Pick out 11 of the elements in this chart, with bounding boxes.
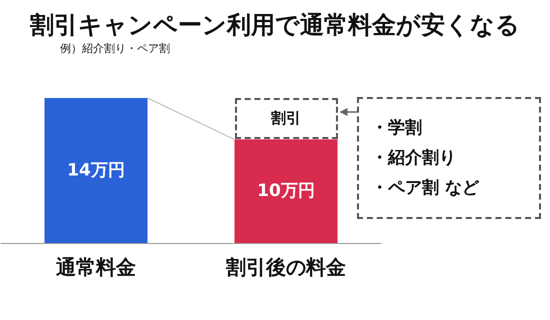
data-label: 14万円 <box>67 160 125 180</box>
data-label: 10万円 <box>257 181 315 202</box>
chart-subtitle: 例）紹介割り・ペア割 <box>60 42 170 55</box>
dashed-callout-box: ・学割 ・紹介割り ・ペア割 など <box>357 97 541 219</box>
x-tick-label: 通常料金 <box>55 255 136 279</box>
annotation: ・ペア割 など <box>371 177 480 200</box>
dashed-box: 割引 <box>234 98 338 140</box>
annotation: ・学割 <box>371 117 423 140</box>
x-tick-label: 割引後の料金 <box>225 255 346 279</box>
chart-title: 割引キャンペーン利用で通常料金が安くなる <box>29 11 520 39</box>
annotation: ・紹介割り <box>371 147 457 170</box>
